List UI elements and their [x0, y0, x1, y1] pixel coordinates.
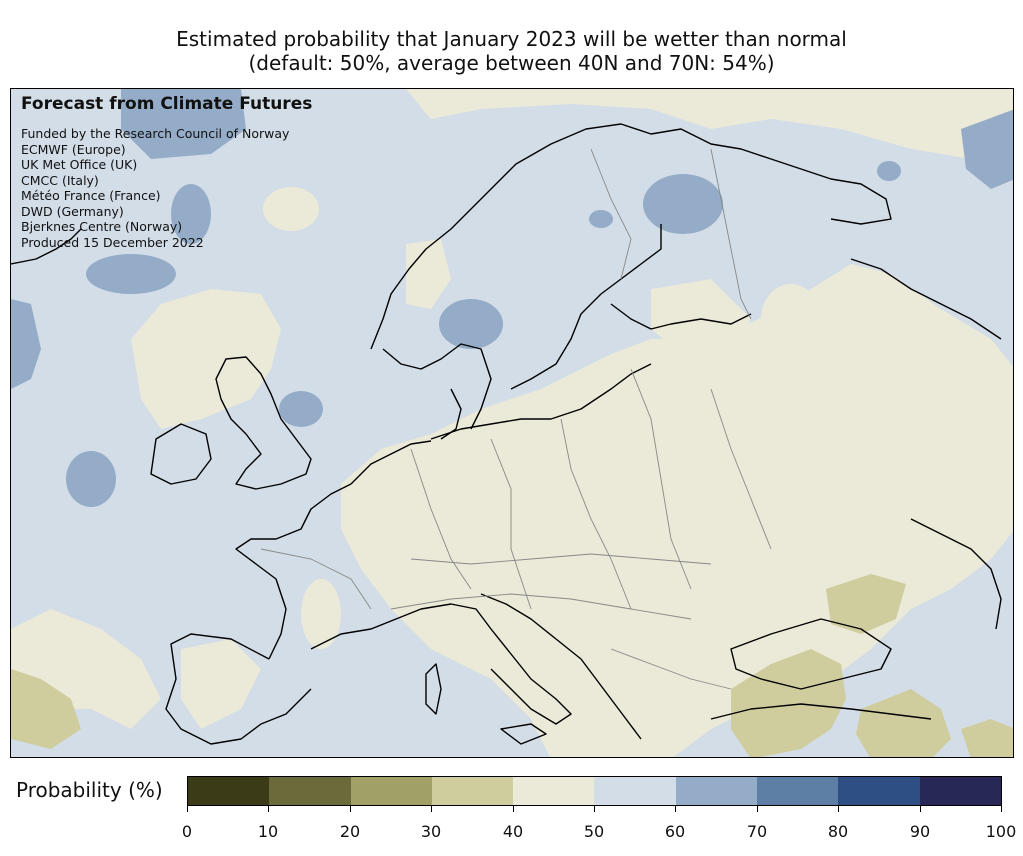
- colorbar-tick: [268, 806, 269, 812]
- colorbar: [187, 776, 1002, 806]
- colorbar-tick-label: 20: [339, 822, 361, 841]
- colorbar-ticks: 0 10 20 30 40 50 60 70 80 90 100: [182, 806, 1016, 846]
- colorbar-tick: [1001, 806, 1002, 812]
- colorbar-segment-20-30: [350, 777, 432, 805]
- colorbar-segment-80-90: [838, 777, 920, 805]
- title-line-2: (default: 50%, average between 40N and 7…: [248, 51, 775, 75]
- colorbar-tick: [187, 806, 188, 812]
- credit-line: ECMWF (Europe): [21, 141, 126, 157]
- map-panel: Forecast from Climate Futures Funded by …: [10, 88, 1014, 758]
- colorbar-tick-label: 80: [827, 822, 849, 841]
- country-borders: [260, 148, 772, 690]
- colorbar-tick-label: 0: [181, 822, 193, 841]
- colorbar-tick: [350, 806, 351, 812]
- credit-line: Produced 15 December 2022: [21, 234, 204, 250]
- regions-40-50: [11, 89, 1013, 757]
- colorbar-segment-90-100: [919, 777, 1001, 805]
- credit-line: UK Met Office (UK): [21, 157, 138, 172]
- colorbar-tick: [675, 806, 676, 812]
- colorbar-segment-0-10: [188, 777, 270, 805]
- colorbar-tick-label: 60: [664, 822, 686, 841]
- colorbar-tick-label: 30: [420, 822, 442, 841]
- chart-title: Estimated probability that January 2023 …: [0, 27, 1023, 75]
- coastlines: [11, 123, 1002, 745]
- colorbar-tick-label: 40: [502, 822, 524, 841]
- colorbar-segment-30-40: [431, 777, 514, 805]
- colorbar-tick-label: 70: [746, 822, 768, 841]
- colorbar-tick-label: 100: [985, 822, 1017, 841]
- colorbar-segment-40-50: [513, 777, 595, 805]
- colorbar-tick: [431, 806, 432, 812]
- colorbar-segment-50-60: [594, 777, 676, 805]
- colorbar-tick-label: 10: [257, 822, 279, 841]
- regions-30-40: [11, 574, 1013, 757]
- probability-map: [11, 89, 1013, 757]
- colorbar-tick-label: 50: [583, 822, 605, 841]
- overlay-heading: Forecast from Climate Futures: [21, 94, 313, 114]
- credit-line: DWD (Germany): [21, 203, 124, 219]
- colorbar-label: Probability (%): [16, 778, 163, 802]
- colorbar-tick-label: 90: [909, 822, 931, 841]
- credit-line: CMCC (Italy): [21, 172, 99, 188]
- colorbar-tick: [920, 806, 921, 812]
- colorbar-segment-10-20: [269, 777, 351, 805]
- colorbar-tick: [757, 806, 758, 812]
- colorbar-tick: [838, 806, 839, 812]
- credit-line: Météo France (France): [21, 188, 161, 203]
- forecast-credit-overlay: Forecast from Climate Futures Funded by …: [21, 94, 312, 250]
- colorbar-segment-70-80: [757, 777, 839, 805]
- credit-line: Funded by the Research Council of Norway: [21, 126, 290, 141]
- credit-line: Bjerknes Centre (Norway): [21, 219, 183, 234]
- title-line-1: Estimated probability that January 2023 …: [176, 27, 847, 51]
- colorbar-segment-60-70: [675, 777, 758, 805]
- colorbar-tick: [594, 806, 595, 812]
- colorbar-tick: [513, 806, 514, 812]
- regions-60-70: [11, 89, 1013, 507]
